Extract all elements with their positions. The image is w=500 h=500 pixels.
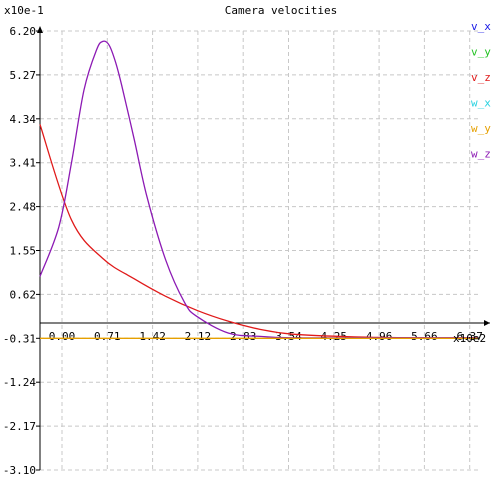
y-axis-arrow [37,26,43,33]
x-tick-labels: 0.00 0.71 1.42 2.12 2.83 3.54 4.25 4.96 5.66 6.37 [49,330,483,343]
legend-entry-w-z: w_z [471,148,491,161]
y-tick-label: 1.55 [10,245,37,258]
y-tick-label: 6.20 [10,25,37,38]
legend-entry-v-x: v_x [471,20,491,33]
y-tick-label: 5.27 [10,69,37,82]
y-tick-label: -2.17 [3,420,36,433]
legend-entry-v-z: v_z [471,71,491,84]
x-tick-label: 2.83 [230,330,257,343]
chart-title: Camera velocities [225,4,338,17]
x-tick-label: 0.00 [49,330,76,343]
y-tick-label: 3.41 [10,157,37,170]
series-line-w-z [39,40,478,339]
y-tick-label: -3.10 [3,464,36,477]
y-tick-label: 4.34 [10,113,37,126]
y-tick-label: -0.31 [3,332,36,345]
x-tick-label: 6.37 [456,330,483,343]
legend-entry-w-x: w_x [471,97,491,110]
x-tick-label: 4.96 [366,330,393,343]
axes [36,26,490,471]
x-tick-label: 1.42 [139,330,166,343]
y-tick-label: 2.48 [10,201,37,214]
legend-entry-w-y: w_y [471,122,491,135]
x-axis-arrow [484,320,490,326]
series-lines [39,40,479,339]
y-tick-labels: 6.20 5.27 4.34 3.41 2.48 1.55 0.62 -0.31 -1.24 -2… [3,25,36,477]
legend-entry-v-y: v_y [471,46,491,59]
y-tick-label: -1.24 [3,376,36,389]
grid [40,30,478,471]
legend: v_x v_y v_z w_x w_y w_z [471,20,491,161]
x-tick-label: 3.54 [275,330,302,343]
x-tick-label: 5.66 [411,330,438,343]
y-tick-label: 0.62 [10,288,37,301]
x-tick-label: 2.12 [185,330,212,343]
series-line-v-z [39,124,479,339]
x-tick-label: 0.71 [94,330,121,343]
x-multiplier-label: x10e2 [453,332,486,345]
y-multiplier-label: x10e-1 [4,4,44,17]
